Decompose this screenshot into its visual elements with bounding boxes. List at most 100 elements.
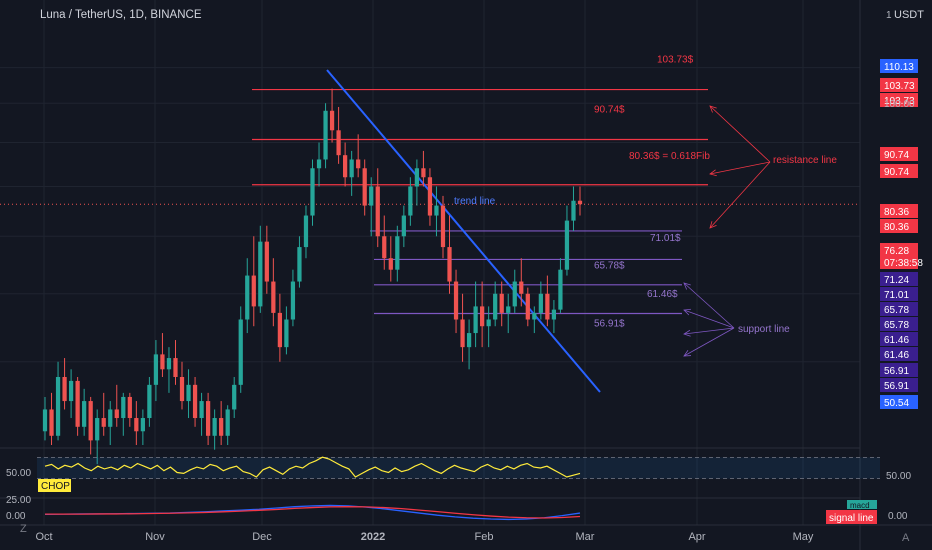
chop-ytick-0: 50.00 <box>6 468 31 479</box>
candle-body-54 <box>395 236 400 270</box>
macd-legend-badge <box>847 500 877 509</box>
signal-legend-badge <box>826 510 877 524</box>
candle-body-18 <box>160 354 165 370</box>
candle-body-65 <box>466 333 472 348</box>
candle-body-77 <box>545 293 550 320</box>
signal-legend-label: signal line <box>829 513 874 524</box>
trend-line-label: trend line <box>454 196 496 207</box>
price-box-6 <box>880 164 918 178</box>
price-label-5: 90.74 <box>884 150 909 161</box>
candle-body-82 <box>577 200 583 205</box>
price-box-17 <box>880 363 918 377</box>
candle-body-12 <box>121 396 126 419</box>
candle-body-14 <box>134 418 139 432</box>
candle-body-63 <box>453 281 459 320</box>
candle-body-62 <box>447 247 452 282</box>
price-box-18 <box>880 378 918 392</box>
resistance-arrowhead-1 <box>709 169 717 177</box>
candle-body-4 <box>68 380 74 402</box>
price-label-8: 80.36 <box>884 222 909 233</box>
candle-body-42 <box>316 159 322 169</box>
price-box-19 <box>880 395 918 409</box>
price-box-13 <box>880 302 918 316</box>
price-box-15 <box>880 332 918 346</box>
candle-body-19 <box>166 358 172 370</box>
price-box-7 <box>880 204 918 218</box>
candle-body-55 <box>401 215 406 237</box>
x-tick-5: Mar <box>576 531 595 543</box>
zoom-logo[interactable]: Z <box>20 523 27 535</box>
candle-body-38 <box>290 281 296 320</box>
candle-body-23 <box>192 384 198 419</box>
candle-body-81 <box>571 200 576 221</box>
price-label-16: 61.46 <box>884 350 909 361</box>
x-tick-6: Apr <box>688 531 705 543</box>
candle-body-16 <box>147 384 152 419</box>
candle-body-11 <box>114 409 119 419</box>
resistance-label-1: 90.74$ <box>594 104 625 115</box>
candles <box>42 88 583 465</box>
candle-body-48 <box>356 159 361 169</box>
resistance-arrow-1 <box>709 161 771 175</box>
candle-body-5 <box>75 380 80 427</box>
candle-body-70 <box>499 293 504 313</box>
x-tick-3: 2022 <box>361 531 385 543</box>
price-label-11: 71.24 <box>884 275 909 286</box>
resistance-arrowhead-2 <box>709 221 717 229</box>
candle-body-60 <box>434 205 439 216</box>
candle-body-6 <box>82 401 87 427</box>
x-tick-4: Feb <box>475 531 494 543</box>
support-label-2: 61.46$ <box>647 289 678 300</box>
macd-right-label: 0.00 <box>888 511 908 522</box>
candle-body-22 <box>186 384 191 402</box>
price-label-6: 90.74 <box>884 167 909 178</box>
candle-body-79 <box>558 269 563 310</box>
candle-body-24 <box>199 401 204 419</box>
support-arrow-0 <box>683 282 735 329</box>
candle-body-35 <box>271 281 276 313</box>
resistance-arrow-2 <box>709 161 771 229</box>
candle-body-52 <box>382 236 387 259</box>
auto-scale-button[interactable]: A <box>902 532 910 544</box>
candle-body-10 <box>108 409 113 427</box>
candle-body-76 <box>538 293 543 313</box>
candle-body-36 <box>277 312 282 348</box>
candle-body-57 <box>414 168 420 187</box>
chop-band <box>37 457 880 479</box>
resistance-label-2: 80.36$ = 0.618Fib <box>629 151 710 162</box>
price-box-14 <box>880 317 918 331</box>
candle-body-51 <box>375 186 380 237</box>
resistance-arrowhead-0 <box>709 105 717 113</box>
price-label-7: 80.36 <box>884 207 909 218</box>
chop-right-label: 50.00 <box>886 471 911 482</box>
price-box-11 <box>880 272 918 286</box>
candle-body-32 <box>251 275 256 307</box>
candle-body-39 <box>297 247 302 282</box>
candle-body-2 <box>55 376 61 436</box>
count-badge: 1 <box>886 10 892 21</box>
support-arrowhead-0 <box>683 282 691 290</box>
support-label-0: 71.01$ <box>650 233 681 244</box>
candle-body-47 <box>349 159 354 178</box>
price-box-10 <box>880 255 918 269</box>
candle-body-0 <box>42 409 48 432</box>
candle-body-69 <box>493 293 498 320</box>
price-box-12 <box>880 287 918 301</box>
support-arrowhead-1 <box>683 308 692 316</box>
candle-body-17 <box>153 354 159 385</box>
trend-line <box>326 69 601 393</box>
candle-body-49 <box>362 168 367 206</box>
indicators: CHOP 50.00 25.00 50.00 0.00 0.00 macd signal li… <box>6 456 911 524</box>
candle-body-67 <box>480 306 485 327</box>
x-tick-7: May <box>793 531 814 543</box>
price-label-19: 50.54 <box>884 398 909 409</box>
candle-body-71 <box>506 306 511 313</box>
macd-ytick-0: 0.00 <box>6 511 26 522</box>
resistance-arrow-0 <box>709 105 771 163</box>
candle-body-53 <box>388 258 393 270</box>
price-label-4: 100.00 <box>884 99 915 110</box>
currency-label[interactable]: USDT <box>894 9 924 21</box>
